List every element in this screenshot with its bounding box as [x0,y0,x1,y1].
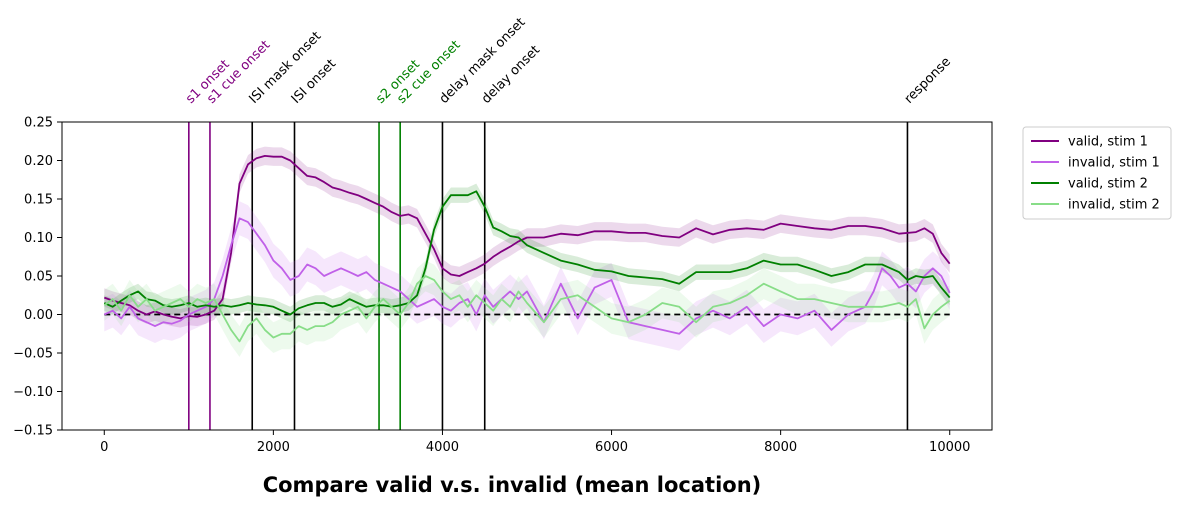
legend: valid, stim 1 invalid, stim 1 valid, stim … [1022,126,1172,220]
legend-label: valid, stim 1 [1068,135,1148,150]
legend-label: invalid, stim 1 [1068,156,1160,171]
chart-title: Compare valid v.s. invalid (mean locatio… [263,473,762,497]
x-tick-label: 6000 [595,440,628,455]
series-line [103,217,951,335]
x-tick-label: 4000 [426,440,459,455]
y-tick-label: 0.05 [24,270,53,285]
y-tick-label: −0.10 [13,385,53,400]
legend-box [1022,126,1172,220]
event-lines [188,122,909,430]
x-tick-label: 0 [100,440,108,455]
x-axis: 0 2000 4000 6000 8000 10000 [100,430,970,455]
y-axis: −0.15 −0.10 −0.05 0.00 0.05 0.10 0.15 0.20 0.25 [13,116,62,439]
series-lines [103,154,951,343]
x-tick-label: 2000 [257,440,290,455]
y-tick-label: −0.15 [13,424,53,439]
y-tick-label: 0.10 [24,231,53,246]
series-line [103,154,951,320]
series-line [103,275,951,343]
x-tick-label: 8000 [764,440,797,455]
y-tick-label: 0.25 [24,116,53,131]
series-band [104,183,950,323]
y-tick-label: 0.20 [24,154,53,169]
y-tick-label: 0.15 [24,193,53,208]
series-line [103,190,951,316]
x-tick-label: 10000 [929,440,970,455]
series-band [104,260,950,357]
legend-label: invalid, stim 2 [1068,198,1160,213]
legend-label: valid, stim 2 [1068,177,1148,192]
y-tick-label: 0.00 [24,308,53,323]
y-tick-label: −0.05 [13,347,53,362]
